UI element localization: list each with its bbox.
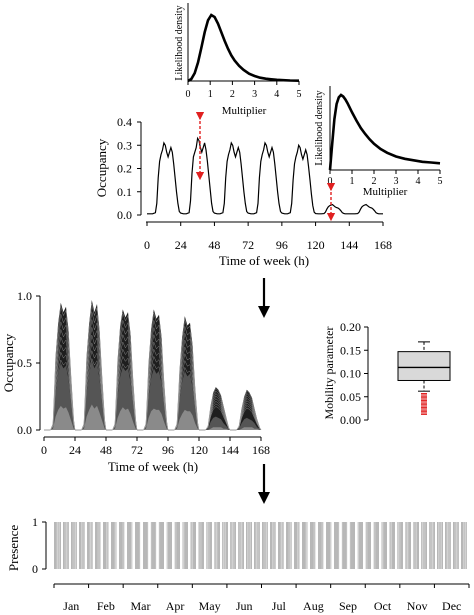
density-right-ylabel: Likelihood density [314,90,325,165]
presence-ytick-label: 0 [32,562,38,576]
density-top-curve [187,13,300,83]
presence-month-label: Mar [130,599,150,613]
ensemble-ytick-label: 1.0 [17,289,32,303]
ensemble-xtick-label: 168 [252,443,270,457]
occupancy-week-ytick-label: 0.2 [117,162,132,176]
occupancy-week-xtick-label: 0 [144,238,150,252]
density-right-xtick-label: 0 [328,176,333,187]
occupancy-week-line [147,136,383,215]
density-right-ticks: 0 1 2 3 4 5 [328,170,443,187]
density-top-xtick-label: 0 [186,89,191,100]
mobility-ytick-label: 0.00 [340,413,361,427]
mobility-ticks: 0.00 0.05 0.10 0.15 0.20 [340,320,368,427]
presence-bars [54,522,467,569]
density-top-xtick-label: 4 [274,89,279,100]
ensemble-ylabel: Occupancy [1,333,16,392]
mobility-ytick-label: 0.05 [340,390,361,404]
presence-ylabel: Presence [6,525,21,571]
density-top-xtick-label: 3 [252,89,257,100]
presence-month-label: Oct [374,599,392,613]
density-top-xtick-label: 1 [208,89,213,100]
occupancy-week-xtick-label: 96 [276,238,288,252]
presence-month-label: Jul [272,599,287,613]
occupancy-week-ytick-label: 0.1 [117,185,132,199]
ensemble-xtick-label: 96 [162,443,174,457]
mobility-box [397,341,451,415]
ensemble-ytick-label: 0.0 [17,423,32,437]
presence-month-label: Nov [407,599,428,613]
density-top-xtick-label: 2 [230,89,235,100]
density-right-xtick-label: 2 [372,176,377,187]
occupancy-week-ytick-label: 0.4 [117,115,132,129]
presence-month-label: Feb [97,599,115,613]
occupancy-week-xlabel: Time of week (h) [219,253,309,268]
mobility-ytick-label: 0.20 [340,320,361,334]
ensemble-xtick-label: 144 [221,443,239,457]
presence-month-label: Aug [303,599,324,613]
occupancy-week-xtick-label: 144 [340,238,358,252]
density-right-xtick-label: 1 [350,176,355,187]
ensemble-lower-band [44,404,261,430]
occupancy-week-xtick-label: 168 [374,238,392,252]
presence-month-label: Jan [63,599,79,613]
occupancy-week-ytick-label: 0.3 [117,138,132,152]
ensemble-xtick-label: 120 [190,443,208,457]
occupancy-week-xtick-label: 48 [208,238,220,252]
ensemble-xtick-label: 48 [100,443,112,457]
box-iqr [397,351,451,381]
occupancy-week-ytick-label: 0.0 [117,208,132,222]
ensemble-xtick-label: 0 [41,443,47,457]
occupancy-week-xtick-label: 72 [242,238,254,252]
density-top-ylabel: Likelihood density [174,5,185,80]
ensemble-trace [44,303,262,431]
occupancy-week-xtick-label: 120 [307,238,325,252]
occupancy-week-ylabel: Occupancy [94,138,109,197]
mobility-boxplot: 0.00 0.05 0.10 0.15 0.20 Mobility parameter [322,320,451,427]
density-right-xlabel: Multiplier [363,186,408,198]
mobility-ytick-label: 0.15 [340,343,361,357]
density-top-xlabel: Multiplier [222,105,267,117]
presence-month-label: Jun [236,599,253,613]
presence-month-label: Apr [166,599,185,613]
flow-down-arrow-head [258,306,270,318]
ensemble-xtick-label: 24 [69,443,81,457]
ensemble-xtick-label: 72 [131,443,143,457]
flow-down-arrow-head [258,492,270,504]
occupancy-week-xtick-label: 24 [175,238,187,252]
density-right-xtick-label: 3 [394,176,399,187]
density-plot-right: 0 1 2 3 4 5 Multiplier Likelihood density [314,86,443,198]
density-right-curve [328,93,441,171]
presence-month-label: Sep [339,599,357,613]
density-right-xtick-label: 4 [416,176,421,187]
density-right-xtick-label: 5 [438,176,443,187]
ensemble-plot: 0 24 48 72 96 120 144 168 0.0 0.5 1.0 Time of week… [1,289,270,474]
flow-arrow-1 [258,278,270,318]
ensemble-ticks: 0 24 48 72 96 120 144 168 0.0 0.5 1.0 [17,289,270,457]
flow-arrow-2 [258,464,270,504]
ensemble-bands [44,300,262,431]
density-top-xtick-label: 5 [297,89,302,100]
density-top-ticks: 0 1 2 3 4 5 [186,81,302,100]
ensemble-xlabel: Time of week (h) [108,459,198,474]
mobility-ytick-label: 0.10 [340,367,361,381]
presence-month-label: Dec [442,599,461,613]
presence-month-label: May [199,599,221,613]
density-plot-top: 0 1 2 3 4 5 Multiplier Likelihood density [174,3,302,117]
ensemble-ytick-label: 0.5 [17,356,32,370]
mobility-ylabel: Mobility parameter [322,327,336,420]
presence-plot: 0 1 Jan Feb Mar Apr May Jun Jul Aug Sep Oct Nov Dec P… [6,515,470,613]
presence-ticks: 0 1 Jan Feb Mar Apr May Jun Jul Aug Sep Oct Nov Dec [32,515,470,613]
presence-ytick-label: 1 [32,515,38,529]
